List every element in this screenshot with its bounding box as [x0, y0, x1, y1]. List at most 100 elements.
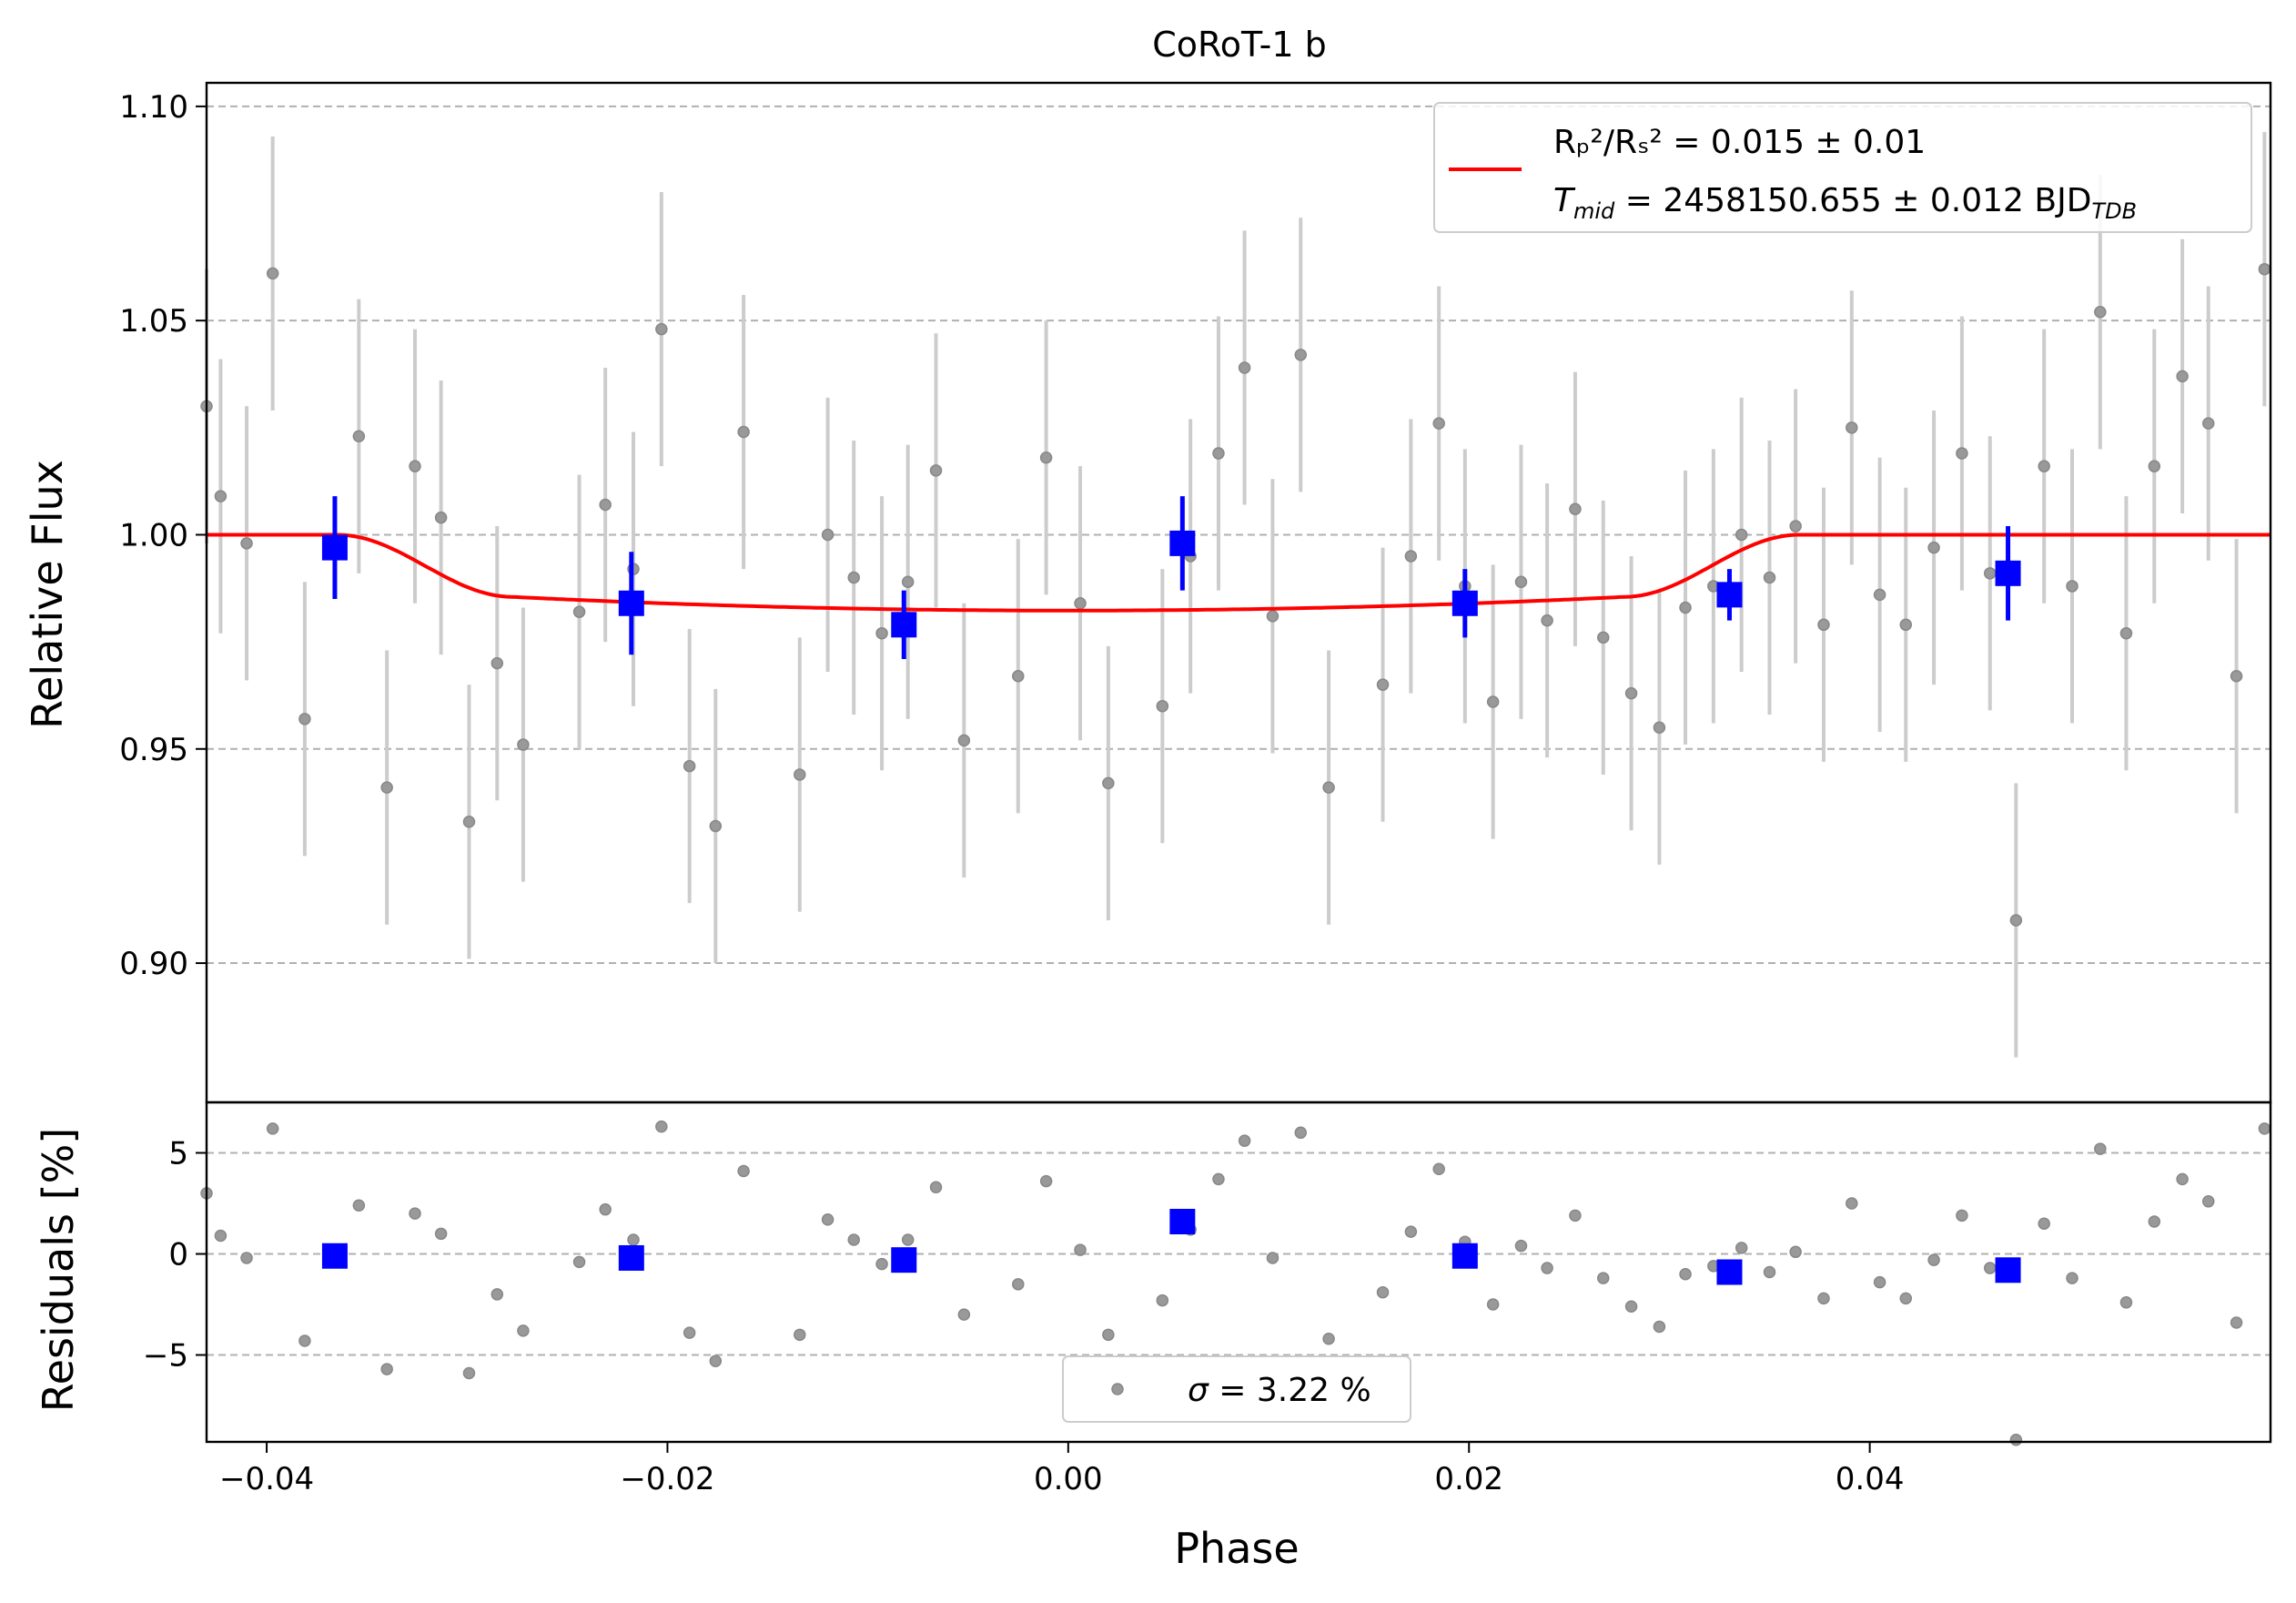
top-binned-points	[321, 496, 2021, 659]
residual-point	[1432, 1162, 1445, 1176]
residual-point	[298, 1334, 311, 1347]
raw-data-point	[1789, 520, 1802, 533]
residual-point	[627, 1233, 640, 1246]
bottom-y-tick-label: 5	[168, 1136, 188, 1172]
residual-point	[737, 1164, 750, 1178]
raw-data-point	[1735, 528, 1748, 542]
residual-point	[266, 1122, 279, 1135]
raw-data-point	[491, 656, 504, 670]
raw-data-point	[298, 713, 311, 725]
residual-point	[572, 1255, 586, 1269]
raw-data-point	[2148, 460, 2161, 472]
raw-data-point	[2258, 262, 2271, 276]
residual-point	[434, 1227, 448, 1241]
raw-data-point	[572, 605, 586, 618]
raw-data-point	[1873, 588, 1886, 602]
raw-data-point	[1322, 781, 1335, 794]
raw-data-point	[434, 511, 448, 524]
raw-data-point	[2176, 370, 2189, 383]
raw-data-point	[1486, 695, 1500, 708]
binned-residual-point	[891, 1247, 917, 1273]
raw-data-point	[2201, 417, 2215, 430]
residual-point	[2094, 1142, 2107, 1155]
residual-point	[794, 1328, 806, 1342]
transit-model-line	[207, 533, 2271, 613]
binned-residual-point	[1169, 1208, 1196, 1234]
top-y-ticks: 0.90 0.95 1.00 1.05 1.10	[119, 89, 207, 982]
residual-point	[1266, 1252, 1279, 1264]
raw-data-point	[1763, 571, 1776, 584]
raw-data-point	[2094, 306, 2107, 319]
top-y-tick-label: 1.10	[119, 89, 188, 126]
binned-data-point	[321, 534, 348, 561]
residual-point	[1983, 1262, 1997, 1274]
x-tick-label: −0.04	[219, 1461, 314, 1497]
residual-point	[1624, 1300, 1638, 1313]
bottom-legend-sigma-label: σ = 3.22 %	[1188, 1372, 1371, 1409]
binned-data-point	[1451, 590, 1478, 616]
binned-residual-point	[1451, 1243, 1478, 1269]
raw-data-point	[599, 498, 612, 512]
bottom-binned-residuals	[321, 1208, 2021, 1285]
binned-data-point	[1169, 530, 1196, 556]
residual-point	[1735, 1242, 1748, 1254]
raw-data-point	[266, 267, 279, 280]
binned-data-point	[1995, 560, 2021, 586]
raw-data-point	[462, 816, 476, 828]
raw-data-point	[1212, 447, 1225, 460]
residual-point	[2148, 1215, 2161, 1228]
residual-point	[1074, 1243, 1087, 1256]
residual-point	[462, 1366, 476, 1380]
raw-data-point	[929, 464, 943, 477]
residual-point	[821, 1213, 834, 1226]
residual-point	[1102, 1328, 1115, 1342]
raw-data-point	[2119, 626, 2133, 640]
raw-data-point	[214, 490, 228, 502]
raw-data-point	[1899, 618, 1912, 632]
residual-point	[1486, 1298, 1500, 1311]
residual-point	[1541, 1262, 1553, 1274]
raw-data-point	[1376, 678, 1390, 691]
residual-point	[1039, 1174, 1053, 1188]
x-ticks: −0.04 −0.02 0.00 0.02 0.04	[219, 1442, 1904, 1497]
raw-data-point	[683, 759, 696, 773]
bottom-legend: σ = 3.22 %	[1062, 1355, 1411, 1423]
residual-point	[409, 1207, 421, 1220]
residual-point	[2258, 1122, 2271, 1135]
binned-data-point	[891, 612, 917, 638]
top-y-tick-label: 0.90	[119, 946, 188, 982]
raw-data-point	[709, 819, 723, 833]
residual-point	[2009, 1434, 2023, 1446]
bottom-y-axis-label: Residuals [%]	[34, 1128, 83, 1412]
binned-residual-point	[1716, 1259, 1743, 1285]
residual-point	[1376, 1285, 1390, 1299]
binned-residual-point	[1995, 1257, 2021, 1283]
residual-point	[1653, 1320, 1666, 1334]
raw-data-point	[517, 738, 530, 751]
raw-data-point	[240, 537, 253, 550]
bottom-y-tick-label: −5	[143, 1338, 188, 1375]
residual-point	[1322, 1333, 1335, 1345]
raw-data-point	[1624, 686, 1638, 700]
residual-point	[599, 1202, 612, 1216]
top-y-axis-label: Relative Flux	[23, 460, 72, 729]
raw-data-point	[847, 571, 860, 584]
bottom-panel: −5 0 5 σ = 3.22 %	[143, 1101, 2272, 1446]
residual-point	[1846, 1197, 1858, 1210]
binned-data-point	[1716, 582, 1743, 608]
bottom-legend-swatch	[1111, 1383, 1124, 1395]
raw-data-point	[1266, 610, 1279, 623]
top-raw-points	[200, 262, 2271, 927]
raw-data-point	[737, 425, 750, 439]
residual-point	[875, 1257, 888, 1271]
raw-data-point	[1597, 631, 1610, 644]
bottom-y-ticks: −5 0 5	[143, 1136, 207, 1375]
top-legend-tmid-label: Tmid = 2458150.655 ± 0.012 BJDTDB	[1553, 182, 2137, 224]
residual-point	[957, 1308, 971, 1321]
raw-data-point	[1238, 361, 1251, 374]
x-tick-label: −0.02	[620, 1461, 714, 1497]
residual-point	[1597, 1272, 1610, 1284]
bottom-panel-frame	[205, 1101, 2272, 1444]
